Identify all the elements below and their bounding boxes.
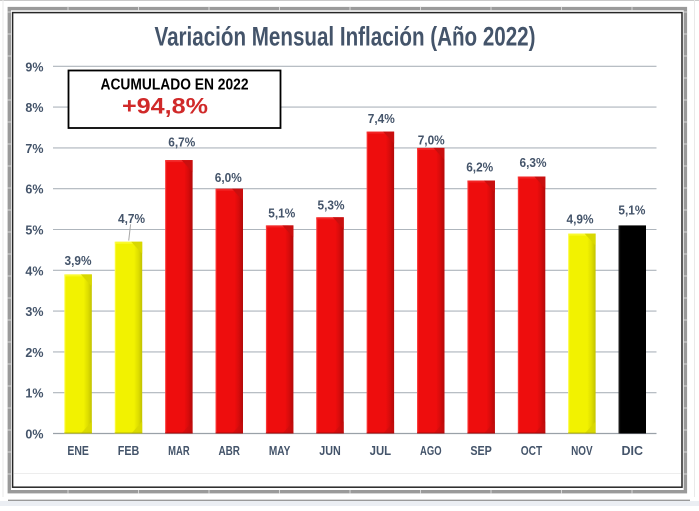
- svg-text:AGO: AGO: [420, 444, 442, 458]
- svg-text:5,1%: 5,1%: [618, 203, 645, 217]
- svg-text:4,9%: 4,9%: [567, 213, 594, 227]
- svg-text:ACUMULADO EN 2022: ACUMULADO EN 2022: [101, 77, 249, 94]
- svg-text:5%: 5%: [25, 224, 43, 238]
- svg-text:6,0%: 6,0%: [215, 171, 242, 185]
- svg-text:3,9%: 3,9%: [65, 254, 92, 268]
- svg-text:7,4%: 7,4%: [368, 112, 395, 126]
- svg-text:1%: 1%: [25, 387, 43, 401]
- svg-text:JUN: JUN: [319, 444, 341, 458]
- svg-text:Variación Mensual Inflación (A: Variación Mensual Inflación (Año 2022): [155, 22, 536, 52]
- svg-text:8%: 8%: [25, 101, 43, 115]
- svg-text:SEP: SEP: [470, 444, 492, 458]
- svg-text:4,7%: 4,7%: [118, 212, 145, 226]
- svg-text:FEB: FEB: [118, 444, 140, 458]
- svg-text:MAY: MAY: [269, 444, 291, 458]
- svg-text:ENE: ENE: [67, 444, 89, 458]
- svg-text:ABR: ABR: [218, 444, 240, 458]
- svg-text:7%: 7%: [25, 142, 43, 156]
- svg-text:MAR: MAR: [168, 444, 190, 458]
- svg-text:7,0%: 7,0%: [418, 134, 445, 148]
- svg-text:6%: 6%: [25, 183, 43, 197]
- svg-text:5,1%: 5,1%: [268, 207, 295, 221]
- svg-text:5,3%: 5,3%: [318, 199, 345, 213]
- svg-text:NOV: NOV: [571, 444, 593, 458]
- svg-text:2%: 2%: [25, 346, 43, 360]
- svg-text:4%: 4%: [25, 264, 43, 278]
- svg-text:0%: 0%: [25, 428, 43, 442]
- svg-text:6,7%: 6,7%: [168, 136, 195, 150]
- svg-text:3%: 3%: [25, 305, 43, 319]
- svg-text:JUL: JUL: [370, 444, 392, 458]
- svg-text:DIC: DIC: [622, 444, 644, 458]
- svg-text:6,2%: 6,2%: [466, 161, 493, 175]
- svg-text:OCT: OCT: [521, 444, 543, 458]
- svg-text:6,3%: 6,3%: [520, 156, 547, 170]
- svg-text:9%: 9%: [25, 60, 43, 74]
- svg-text:+94,8%: +94,8%: [122, 94, 208, 119]
